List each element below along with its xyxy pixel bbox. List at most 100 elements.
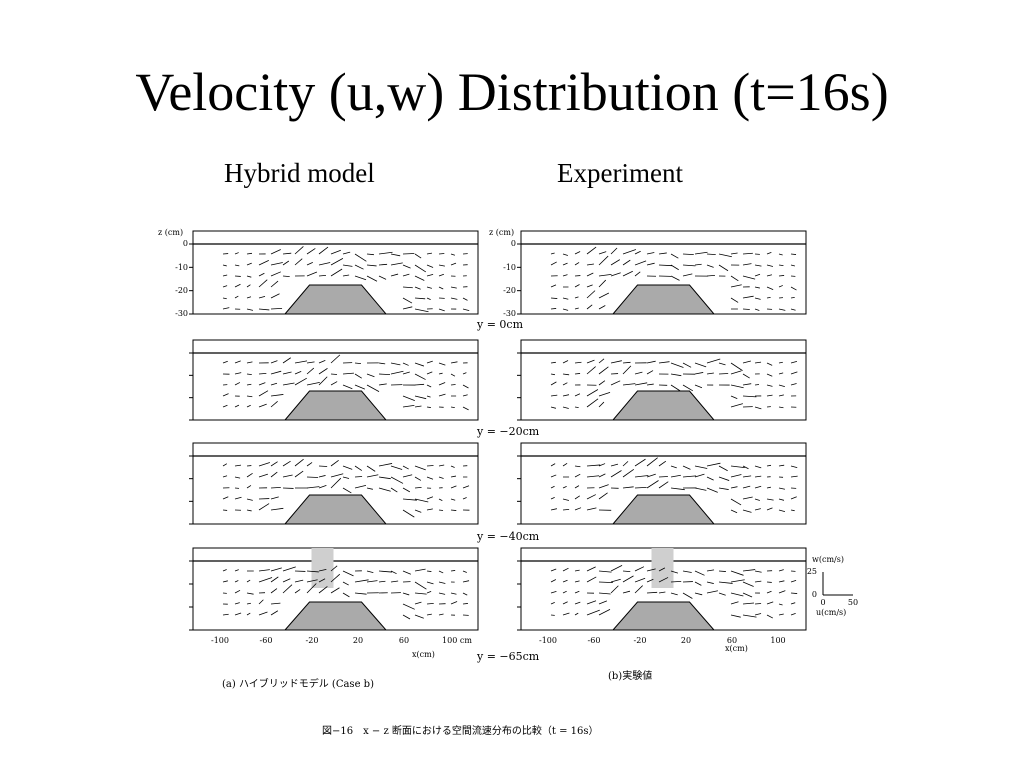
velocity-vector-r1c1 xyxy=(562,382,568,386)
velocity-vector-r0c0 xyxy=(330,249,341,255)
velocity-vector-r2c0 xyxy=(462,485,470,489)
velocity-vector-r0c1 xyxy=(574,307,579,310)
velocity-vector-r2c0 xyxy=(330,477,342,489)
velocity-vector-r0c1 xyxy=(646,262,655,266)
velocity-vector-r1c1 xyxy=(718,373,729,375)
velocity-vector-r3c1 xyxy=(778,580,785,583)
velocity-vector-r1c0 xyxy=(378,373,391,376)
velocity-vector-r3c1 xyxy=(730,601,739,605)
velocity-vector-r1c0 xyxy=(402,404,415,408)
velocity-vector-r0c0 xyxy=(414,275,425,281)
velocity-vector-r0c0 xyxy=(414,264,427,273)
velocity-vector-r2c0 xyxy=(426,476,434,480)
velocity-vector-r2c0 xyxy=(450,509,457,511)
velocity-vector-r2c0 xyxy=(246,485,252,489)
velocity-vector-r3c0 xyxy=(270,602,281,605)
velocity-vector-r3c0 xyxy=(246,612,251,616)
velocity-vector-r3c1 xyxy=(586,576,597,583)
velocity-vector-r2c0 xyxy=(462,497,467,500)
velocity-vector-r2c0 xyxy=(246,472,253,478)
velocity-vector-r0c0 xyxy=(438,273,445,277)
velocity-vector-r0c1 xyxy=(754,273,761,277)
velocity-vector-r3c0 xyxy=(354,592,367,595)
heading-hybrid-model: Hybrid model xyxy=(224,158,375,188)
velocity-vector-r2c0 xyxy=(222,496,229,500)
section-label-y65: y = −65cm xyxy=(476,650,540,663)
velocity-vector-r0c1 xyxy=(766,296,771,299)
velocity-vector-r2c1 xyxy=(574,465,581,468)
velocity-vector-r2c1 xyxy=(550,474,557,478)
velocity-vector-r2c0 xyxy=(282,460,291,467)
velocity-vector-r1c1 xyxy=(598,391,611,397)
velocity-vector-r2c1 xyxy=(790,475,798,478)
velocity-vector-r1c1 xyxy=(694,362,707,368)
velocity-vector-r2c1 xyxy=(754,508,761,511)
x-tick-right-6: 100 xyxy=(770,636,785,645)
velocity-vector-r3c1 xyxy=(682,570,692,573)
velocity-vector-r1c1 xyxy=(562,406,569,409)
velocity-vector-r1c1 xyxy=(562,394,570,397)
velocity-vector-r3c0 xyxy=(342,570,354,577)
velocity-vector-r0c0 xyxy=(282,252,292,255)
velocity-vector-r2c1 xyxy=(766,498,774,501)
velocity-vector-r3c1 xyxy=(598,609,611,616)
velocity-vector-r0c1 xyxy=(574,251,581,255)
velocity-vector-r1c0 xyxy=(246,404,251,408)
velocity-vector-r1c0 xyxy=(354,362,362,365)
velocity-vector-r3c0 xyxy=(402,603,415,610)
velocity-vector-r3c1 xyxy=(562,601,568,605)
velocity-vector-r2c1 xyxy=(754,485,762,489)
velocity-vector-r0c1 xyxy=(778,308,786,311)
velocity-vector-r2c0 xyxy=(414,476,422,481)
velocity-vector-r2c1 xyxy=(766,486,771,489)
velocity-vector-r3c1 xyxy=(550,579,557,583)
velocity-vector-r0c1 xyxy=(730,275,739,282)
submerged-breakwater-r0c1 xyxy=(611,284,716,315)
velocity-vector-r1c1 xyxy=(730,384,744,389)
velocity-vector-r1c1 xyxy=(658,361,670,364)
velocity-vector-r0c0 xyxy=(270,271,281,277)
velocity-vector-r3c1 xyxy=(670,580,682,583)
velocity-vector-r1c1 xyxy=(574,406,579,408)
velocity-vector-r0c0 xyxy=(222,285,228,288)
velocity-vector-r0c1 xyxy=(682,273,693,277)
velocity-vector-r0c1 xyxy=(622,249,637,255)
velocity-vector-r0c0 xyxy=(366,275,378,282)
velocity-vector-r3c0 xyxy=(270,610,279,616)
velocity-vector-r2c0 xyxy=(402,509,415,518)
scale-w-tick-25: 25 xyxy=(807,567,817,576)
velocity-vector-r2c1 xyxy=(682,475,697,478)
velocity-vector-r2c0 xyxy=(390,476,404,484)
velocity-vector-r0c0 xyxy=(414,286,421,290)
velocity-vector-r0c1 xyxy=(574,262,580,266)
velocity-vector-r1c0 xyxy=(234,372,242,375)
velocity-vector-r0c1 xyxy=(778,285,783,288)
velocity-vector-r3c0 xyxy=(330,587,340,594)
velocity-vector-r2c0 xyxy=(450,498,456,501)
velocity-vector-r3c0 xyxy=(258,577,273,583)
velocity-vector-r1c0 xyxy=(354,384,365,390)
velocity-vector-r3c1 xyxy=(790,602,796,605)
velocity-vector-r3c1 xyxy=(742,614,757,618)
velocity-vector-r0c0 xyxy=(246,252,253,255)
z-tick-20-right: -20 xyxy=(503,286,516,295)
velocity-vector-r0c0 xyxy=(246,308,254,311)
velocity-vector-r3c0 xyxy=(306,583,317,594)
submerged-breakwater-r2c0 xyxy=(283,494,388,525)
velocity-vector-r3c0 xyxy=(390,570,397,575)
velocity-vector-r2c0 xyxy=(306,486,320,489)
velocity-vector-r3c1 xyxy=(598,581,613,583)
velocity-vector-r1c0 xyxy=(294,377,307,386)
velocity-vector-r1c1 xyxy=(610,380,621,386)
velocity-vector-r0c0 xyxy=(258,260,269,266)
velocity-vector-r3c1 xyxy=(778,613,784,616)
velocity-vector-r3c1 xyxy=(742,602,755,605)
velocity-vector-r2c0 xyxy=(282,474,293,478)
velocity-vector-r3c1 xyxy=(586,609,600,616)
velocity-vector-r0c0 xyxy=(306,271,318,277)
velocity-vector-r0c0 xyxy=(222,274,228,277)
velocity-vector-r2c1 xyxy=(754,475,762,478)
velocity-vector-r2c0 xyxy=(246,498,253,501)
velocity-vector-r2c1 xyxy=(658,481,669,489)
velocity-vector-r3c1 xyxy=(574,569,580,572)
